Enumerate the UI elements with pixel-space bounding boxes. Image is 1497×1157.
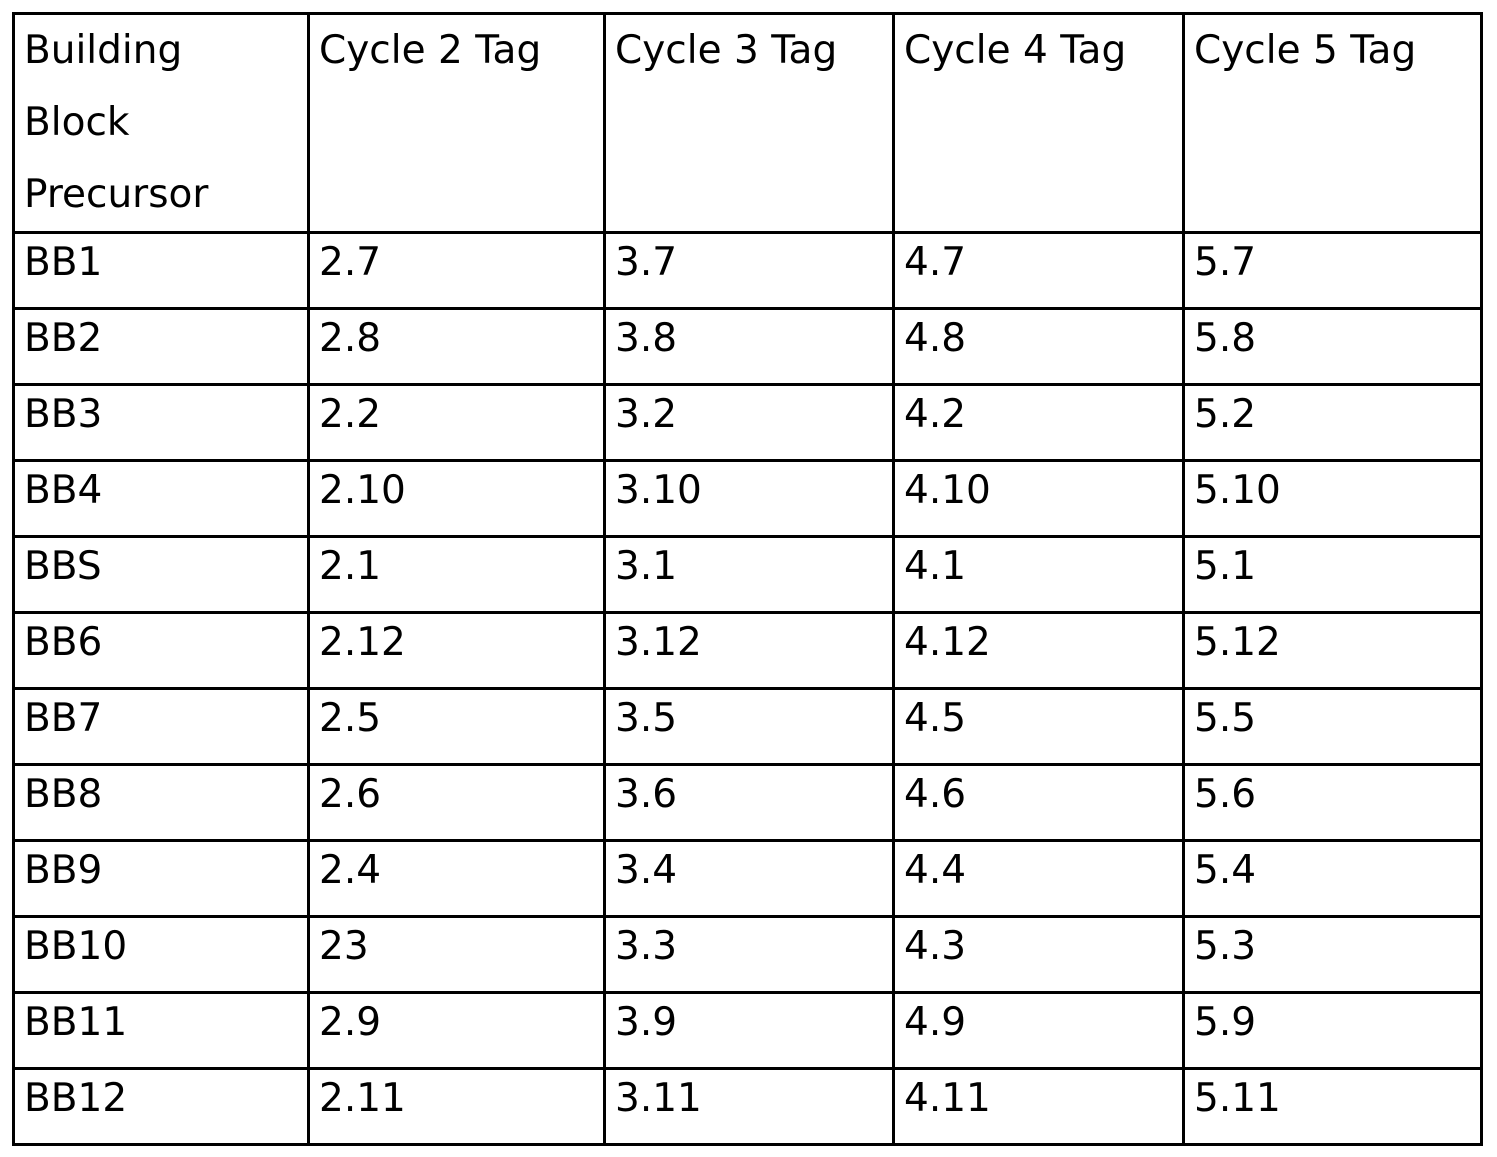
cell-cycle-3-tag: 3.8 — [605, 309, 894, 385]
header-label: Building Block Precursor — [24, 15, 224, 231]
cell-cycle-4-tag: 4.4 — [894, 841, 1184, 917]
table-row: BBS 2.1 3.1 4.1 5.1 — [14, 537, 1482, 613]
header-label: Cycle 2 Tag — [319, 15, 603, 87]
table-row: BB3 2.2 3.2 4.2 5.2 — [14, 385, 1482, 461]
cell-cycle-5-tag: 5.3 — [1184, 917, 1482, 993]
cell-cycle-3-tag: 3.10 — [605, 461, 894, 537]
cell-cycle-5-tag: 5.1 — [1184, 537, 1482, 613]
cell-cycle-4-tag: 4.8 — [894, 309, 1184, 385]
table-row: BB11 2.9 3.9 4.9 5.9 — [14, 993, 1482, 1069]
cell-precursor: BB11 — [14, 993, 309, 1069]
header-cycle-5-tag: Cycle 5 Tag — [1184, 14, 1482, 233]
header-row: Building Block Precursor Cycle 2 Tag Cyc… — [14, 14, 1482, 233]
cell-cycle-3-tag: 3.1 — [605, 537, 894, 613]
cell-cycle-5-tag: 5.12 — [1184, 613, 1482, 689]
cell-cycle-5-tag: 5.11 — [1184, 1069, 1482, 1145]
cell-cycle-2-tag: 23 — [309, 917, 605, 993]
cell-cycle-4-tag: 4.9 — [894, 993, 1184, 1069]
cell-cycle-3-tag: 3.5 — [605, 689, 894, 765]
table-row: BB4 2.10 3.10 4.10 5.10 — [14, 461, 1482, 537]
cell-cycle-4-tag: 4.3 — [894, 917, 1184, 993]
cell-cycle-2-tag: 2.4 — [309, 841, 605, 917]
cell-precursor: BB7 — [14, 689, 309, 765]
cell-cycle-3-tag: 3.11 — [605, 1069, 894, 1145]
table-row: BB1 2.7 3.7 4.7 5.7 — [14, 233, 1482, 309]
table-row: BB12 2.11 3.11 4.11 5.11 — [14, 1069, 1482, 1145]
cell-cycle-5-tag: 5.8 — [1184, 309, 1482, 385]
cell-cycle-5-tag: 5.4 — [1184, 841, 1482, 917]
cell-cycle-5-tag: 5.7 — [1184, 233, 1482, 309]
cell-precursor: BB4 — [14, 461, 309, 537]
header-cycle-4-tag: Cycle 4 Tag — [894, 14, 1184, 233]
cell-precursor: BB12 — [14, 1069, 309, 1145]
cell-cycle-2-tag: 2.7 — [309, 233, 605, 309]
cell-precursor: BB10 — [14, 917, 309, 993]
cell-cycle-2-tag: 2.2 — [309, 385, 605, 461]
table-header: Building Block Precursor Cycle 2 Tag Cyc… — [14, 14, 1482, 233]
cell-cycle-4-tag: 4.1 — [894, 537, 1184, 613]
table-row: BB7 2.5 3.5 4.5 5.5 — [14, 689, 1482, 765]
cell-cycle-3-tag: 3.3 — [605, 917, 894, 993]
table-body: BB1 2.7 3.7 4.7 5.7 BB2 2.8 3.8 4.8 5.8 … — [14, 233, 1482, 1145]
cell-cycle-2-tag: 2.9 — [309, 993, 605, 1069]
cell-cycle-3-tag: 3.9 — [605, 993, 894, 1069]
header-label: Cycle 4 Tag — [904, 15, 1182, 87]
cell-cycle-4-tag: 4.5 — [894, 689, 1184, 765]
cell-cycle-5-tag: 5.5 — [1184, 689, 1482, 765]
header-label: Cycle 3 Tag — [615, 15, 892, 87]
cell-cycle-2-tag: 2.11 — [309, 1069, 605, 1145]
cell-precursor: BB1 — [14, 233, 309, 309]
cell-precursor: BB3 — [14, 385, 309, 461]
cell-cycle-3-tag: 3.6 — [605, 765, 894, 841]
cell-cycle-4-tag: 4.6 — [894, 765, 1184, 841]
cell-precursor: BB2 — [14, 309, 309, 385]
cell-cycle-4-tag: 4.10 — [894, 461, 1184, 537]
cell-cycle-3-tag: 3.12 — [605, 613, 894, 689]
cell-cycle-4-tag: 4.2 — [894, 385, 1184, 461]
cell-cycle-2-tag: 2.5 — [309, 689, 605, 765]
table-row: BB2 2.8 3.8 4.8 5.8 — [14, 309, 1482, 385]
cell-cycle-2-tag: 2.1 — [309, 537, 605, 613]
table-row: BB9 2.4 3.4 4.4 5.4 — [14, 841, 1482, 917]
cell-precursor: BB6 — [14, 613, 309, 689]
cell-cycle-4-tag: 4.7 — [894, 233, 1184, 309]
header-building-block-precursor: Building Block Precursor — [14, 14, 309, 233]
table-row: BB6 2.12 3.12 4.12 5.12 — [14, 613, 1482, 689]
cell-cycle-3-tag: 3.4 — [605, 841, 894, 917]
cell-cycle-2-tag: 2.10 — [309, 461, 605, 537]
cell-cycle-5-tag: 5.10 — [1184, 461, 1482, 537]
cell-cycle-2-tag: 2.6 — [309, 765, 605, 841]
building-block-tag-table: Building Block Precursor Cycle 2 Tag Cyc… — [12, 12, 1483, 1146]
cell-cycle-5-tag: 5.6 — [1184, 765, 1482, 841]
header-cycle-2-tag: Cycle 2 Tag — [309, 14, 605, 233]
cell-precursor: BB8 — [14, 765, 309, 841]
cell-cycle-5-tag: 5.2 — [1184, 385, 1482, 461]
cell-precursor: BBS — [14, 537, 309, 613]
cell-cycle-3-tag: 3.2 — [605, 385, 894, 461]
cell-cycle-2-tag: 2.8 — [309, 309, 605, 385]
cell-cycle-4-tag: 4.12 — [894, 613, 1184, 689]
table-row: BB8 2.6 3.6 4.6 5.6 — [14, 765, 1482, 841]
header-label: Cycle 5 Tag — [1194, 15, 1480, 87]
cell-cycle-4-tag: 4.11 — [894, 1069, 1184, 1145]
cell-cycle-2-tag: 2.12 — [309, 613, 605, 689]
cell-precursor: BB9 — [14, 841, 309, 917]
header-cycle-3-tag: Cycle 3 Tag — [605, 14, 894, 233]
cell-cycle-3-tag: 3.7 — [605, 233, 894, 309]
table-row: BB10 23 3.3 4.3 5.3 — [14, 917, 1482, 993]
cell-cycle-5-tag: 5.9 — [1184, 993, 1482, 1069]
